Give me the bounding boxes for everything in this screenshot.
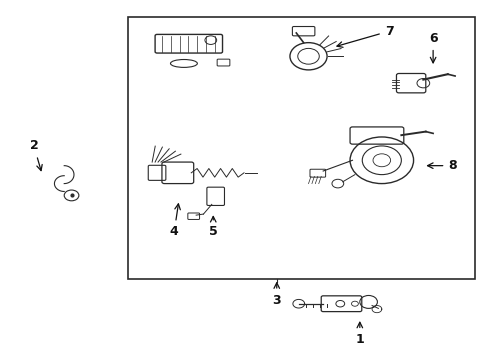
Text: 2: 2 — [29, 139, 42, 171]
Text: 6: 6 — [429, 32, 438, 63]
Text: 1: 1 — [355, 322, 364, 346]
Text: 7: 7 — [337, 25, 393, 47]
Text: 4: 4 — [170, 204, 180, 238]
Text: 5: 5 — [209, 216, 218, 238]
Text: 3: 3 — [272, 283, 281, 307]
Text: 8: 8 — [427, 159, 457, 172]
